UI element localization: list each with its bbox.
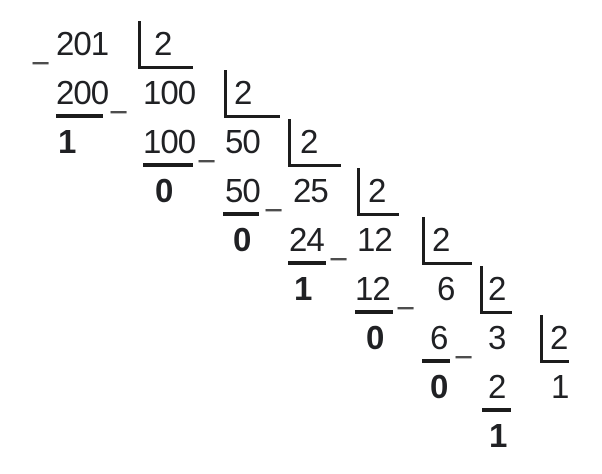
product-value: 6 [430, 319, 448, 356]
divisor-value: 2 [368, 172, 386, 209]
product-value: 24 [289, 221, 325, 258]
divisor-value: 2 [234, 74, 252, 111]
quotient-value: 6 [437, 270, 455, 307]
division-bracket-bar [422, 217, 425, 265]
remainder-value: 0 [233, 221, 251, 258]
subtraction-underline [422, 359, 450, 363]
divisor-value: 2 [432, 221, 450, 258]
minus-sign: − [31, 44, 51, 81]
quotient-value: 12 [357, 221, 393, 258]
division-bracket-bar [540, 315, 543, 363]
minus-sign: − [329, 240, 349, 277]
quotient-value: 25 [293, 172, 329, 209]
divisor-value: 2 [550, 319, 568, 356]
division-bracket-bar [288, 119, 291, 167]
remainder-value: 1 [294, 270, 312, 307]
subtraction-underline [355, 310, 393, 314]
remainder-value: 1 [58, 123, 76, 160]
product-value: 12 [355, 270, 391, 307]
division-bracket-line [138, 66, 193, 69]
remainder-value: 0 [366, 319, 384, 356]
dividend-value: 201 [56, 25, 109, 62]
division-bracket-line [288, 164, 341, 167]
minus-sign: − [264, 191, 284, 228]
division-bracket-line [224, 115, 280, 118]
division-bracket-line [422, 262, 472, 265]
quotient-value: 50 [225, 123, 261, 160]
division-bracket-bar [138, 21, 141, 69]
divisor-value: 2 [154, 25, 172, 62]
remainder-value: 1 [489, 417, 507, 454]
subtraction-underline [288, 261, 326, 265]
division-bracket-bar [480, 266, 483, 314]
division-bracket-line [357, 213, 399, 216]
product-value: 200 [56, 74, 109, 111]
remainder-value: 0 [155, 172, 173, 209]
subtraction-underline [56, 114, 103, 118]
quotient-value: 3 [488, 319, 506, 356]
product-value: 2 [488, 368, 506, 405]
product-value: 100 [143, 123, 196, 160]
product-value: 50 [225, 172, 261, 209]
divisor-value: 2 [300, 123, 318, 160]
subtraction-underline [143, 163, 193, 167]
divisor-value: 2 [488, 270, 506, 307]
subtraction-underline [223, 212, 259, 216]
remainder-value: 0 [430, 368, 448, 405]
division-bracket-line [480, 311, 512, 314]
minus-sign: − [197, 142, 217, 179]
division-bracket-bar [357, 168, 360, 216]
subtraction-underline [482, 408, 511, 412]
minus-sign: − [454, 338, 474, 375]
minus-sign: − [109, 93, 129, 130]
quotient-value: 1 [551, 368, 569, 405]
quotient-value: 100 [143, 74, 196, 111]
division-bracket-bar [224, 70, 227, 118]
division-bracket-line [540, 360, 569, 363]
minus-sign: − [396, 289, 416, 326]
